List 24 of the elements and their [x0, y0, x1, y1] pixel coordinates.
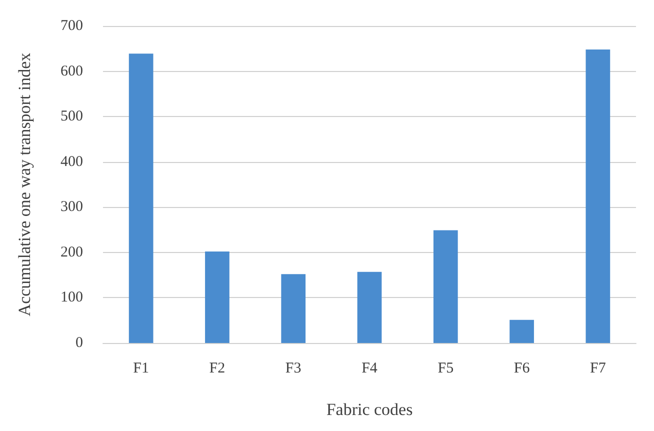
x-axis-title: Fabric codes	[326, 400, 413, 419]
y-tick-label: 400	[60, 154, 83, 170]
y-tick-label: 600	[60, 63, 83, 80]
x-tick-label: F6	[514, 360, 530, 376]
x-tick-label: F1	[133, 360, 149, 376]
x-tick-label: F3	[285, 360, 302, 376]
y-tick-label: 300	[60, 199, 83, 216]
bar	[433, 230, 458, 343]
y-tick-label: 500	[60, 108, 83, 125]
bar	[205, 252, 230, 343]
x-tick-label: F5	[438, 360, 454, 376]
bar	[281, 274, 306, 343]
x-tick-label: F2	[209, 360, 226, 376]
y-tick-label: 700	[60, 18, 83, 34]
bar	[510, 320, 534, 343]
y-axis-title: Accumulative one way transport index	[15, 52, 34, 316]
x-tick-label: F4	[362, 360, 378, 376]
bar	[357, 272, 382, 343]
bar	[586, 50, 610, 343]
y-tick-label: 0	[76, 335, 83, 351]
x-tick-label: F7	[590, 360, 606, 376]
y-tick-label: 100	[60, 290, 83, 306]
y-tick-label: 200	[60, 244, 83, 260]
bar	[128, 54, 154, 343]
